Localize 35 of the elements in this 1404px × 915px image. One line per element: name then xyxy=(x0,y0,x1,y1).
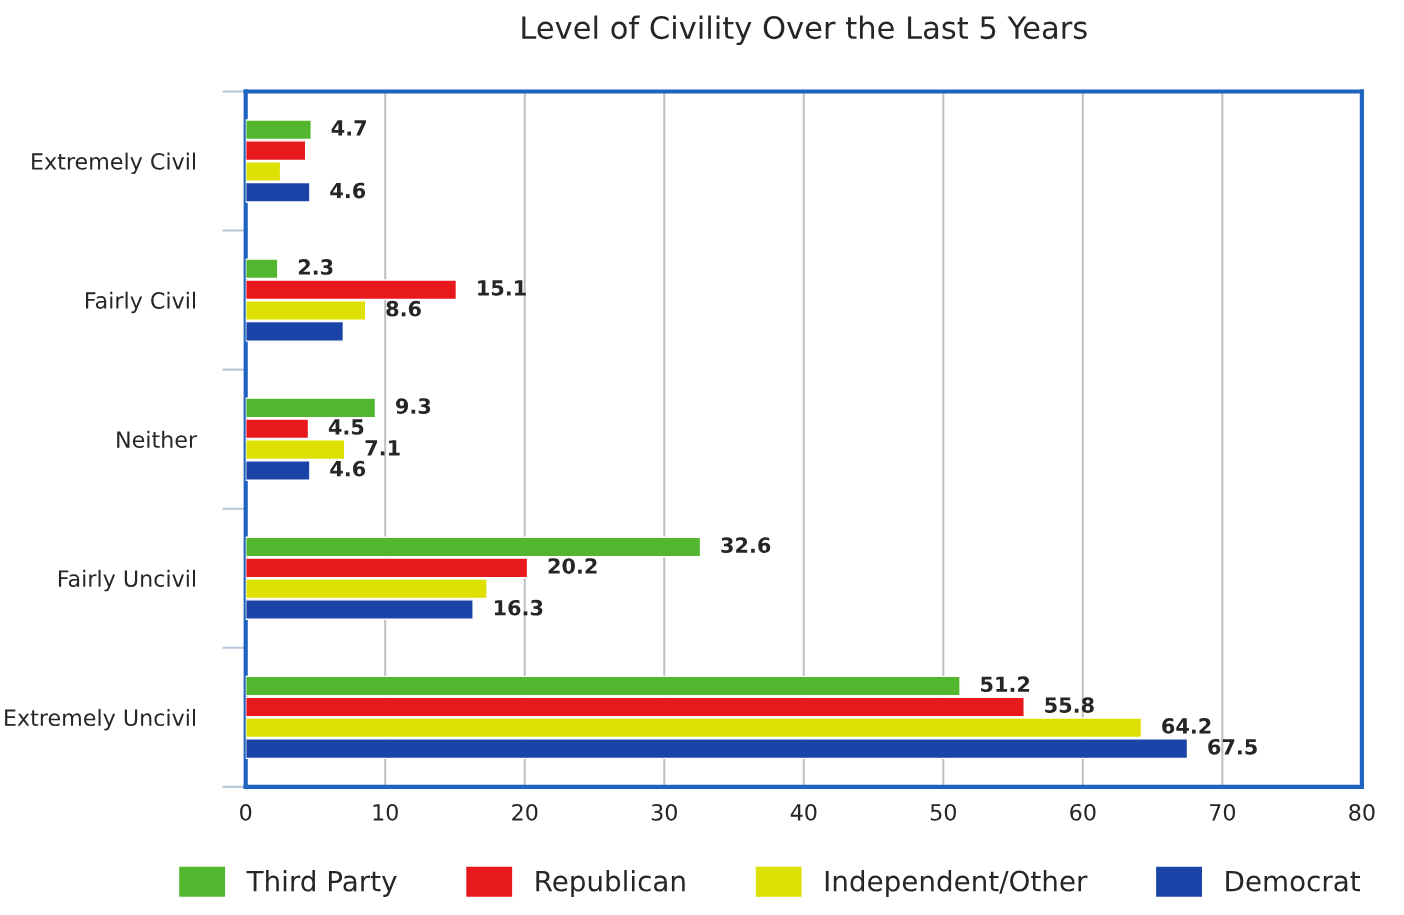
x-tick-label: 30 xyxy=(651,803,677,821)
data-label: 9.3 xyxy=(395,398,431,414)
data-label: 2.3 xyxy=(298,259,333,275)
data-label: 15.1 xyxy=(478,280,526,296)
x-tick-label: 40 xyxy=(790,803,817,821)
data-label: 4.6 xyxy=(330,182,366,199)
y-tick-label: Fairly Uncivil xyxy=(58,569,196,592)
data-label: 4.5 xyxy=(328,419,364,435)
data-label: 4.7 xyxy=(331,120,366,136)
legend-label: Democrat xyxy=(1226,870,1361,892)
x-tick-label: 0 xyxy=(240,803,252,821)
data-label: 4.6 xyxy=(330,460,366,477)
legend-label: Republican xyxy=(536,870,685,897)
data-label: 64.2 xyxy=(1162,718,1211,734)
x-tick-label: 80 xyxy=(1349,803,1375,821)
x-tick-label: 20 xyxy=(512,803,538,821)
legend-label: Third Party xyxy=(246,870,397,897)
y-tick-label: Neither xyxy=(117,430,198,448)
x-tick-label: 60 xyxy=(1070,803,1096,821)
data-label: 51.2 xyxy=(981,676,1030,693)
y-tick-label: Fairly Civil xyxy=(86,291,196,314)
chart-title: Level of Civility Over the Last 5 Years xyxy=(522,15,1087,46)
y-tick-label: Extremely Civil xyxy=(32,152,195,175)
x-tick-label: 50 xyxy=(930,803,956,821)
data-label: 32.6 xyxy=(721,537,771,554)
y-tick-label: Extremely Uncivil xyxy=(5,708,195,731)
legend-label: Independent/Other xyxy=(825,870,1088,897)
x-tick-label: 70 xyxy=(1210,803,1236,821)
data-label: 20.2 xyxy=(548,558,597,574)
data-label: 67.5 xyxy=(1208,738,1257,755)
data-label: 16.3 xyxy=(494,599,543,616)
data-label: 55.8 xyxy=(1045,697,1094,713)
data-label: 7.1 xyxy=(365,440,400,456)
data-label: 8.6 xyxy=(386,300,421,317)
x-tick-label: 10 xyxy=(373,803,398,821)
